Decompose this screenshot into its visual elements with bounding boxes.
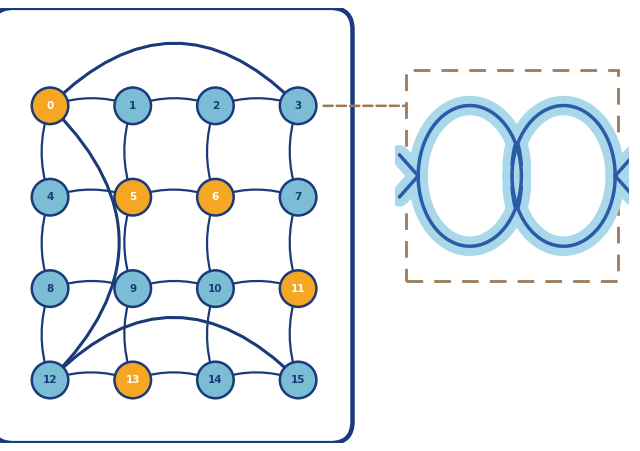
Circle shape — [115, 270, 151, 307]
Circle shape — [280, 270, 316, 307]
Text: 8: 8 — [47, 284, 54, 294]
FancyBboxPatch shape — [406, 70, 618, 281]
Text: 3: 3 — [294, 101, 301, 111]
Circle shape — [32, 179, 68, 216]
Text: 5: 5 — [129, 192, 136, 202]
Text: 15: 15 — [291, 375, 305, 385]
Circle shape — [280, 362, 316, 398]
Circle shape — [32, 270, 68, 307]
Text: 11: 11 — [291, 284, 305, 294]
Circle shape — [32, 87, 68, 124]
Circle shape — [197, 270, 234, 307]
Text: 13: 13 — [125, 375, 140, 385]
FancyBboxPatch shape — [0, 8, 353, 443]
Text: 12: 12 — [43, 375, 58, 385]
Circle shape — [280, 179, 316, 216]
Circle shape — [280, 87, 316, 124]
Text: 0: 0 — [47, 101, 54, 111]
Text: 4: 4 — [46, 192, 54, 202]
Text: 10: 10 — [208, 284, 223, 294]
Text: 9: 9 — [129, 284, 136, 294]
Text: 6: 6 — [212, 192, 219, 202]
Circle shape — [115, 87, 151, 124]
Circle shape — [197, 362, 234, 398]
Circle shape — [115, 179, 151, 216]
Circle shape — [115, 362, 151, 398]
Text: 1: 1 — [129, 101, 136, 111]
Text: 14: 14 — [208, 375, 223, 385]
Circle shape — [32, 362, 68, 398]
Circle shape — [197, 87, 234, 124]
Circle shape — [197, 179, 234, 216]
Text: 2: 2 — [212, 101, 219, 111]
Text: 7: 7 — [294, 192, 302, 202]
